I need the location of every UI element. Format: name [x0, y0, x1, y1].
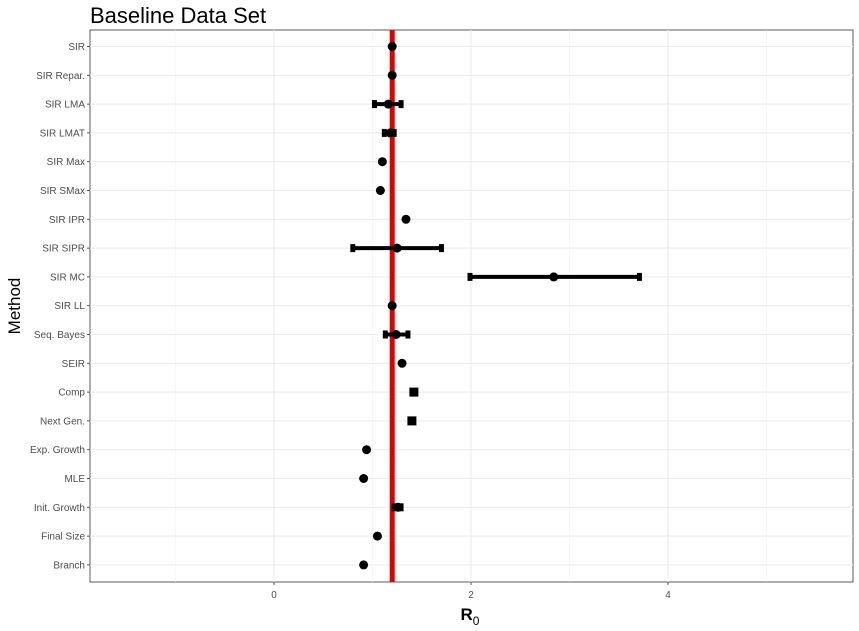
data-point: [401, 214, 411, 224]
marks: [350, 42, 642, 570]
y-tick-label: SIR MC: [50, 272, 85, 283]
x-axis-title-subscript: 0: [473, 614, 480, 628]
x-axis-title: R0: [461, 605, 480, 628]
y-tick-label: SIR LMA: [45, 100, 85, 111]
x-tick-label: 2: [468, 590, 474, 601]
data-point: [391, 330, 401, 339]
data-point: [372, 531, 382, 541]
data-point: [393, 502, 403, 512]
y-tick-label: SIR: [68, 42, 85, 53]
data-point: [387, 70, 397, 80]
y-tick-label: Next Gen.: [40, 416, 85, 427]
y-tick-label: SIR SMax: [40, 186, 85, 197]
y-tick-label: Exp. Growth: [30, 445, 85, 456]
data-point-square: [409, 387, 419, 397]
data-point: [359, 474, 369, 483]
data-point: [377, 157, 387, 167]
data-point: [387, 42, 397, 51]
data-point: [359, 560, 369, 570]
chart-title: Baseline Data Set: [90, 3, 266, 28]
x-tick-label: 4: [665, 590, 671, 601]
data-point: [375, 186, 385, 195]
data-point: [397, 358, 407, 368]
y-tick-label: Seq. Bayes: [34, 330, 85, 341]
y-tick-label: Branch: [53, 560, 85, 571]
data-point: [549, 272, 559, 282]
y-tick-label: SEIR: [62, 359, 85, 370]
y-tick-label: Final Size: [41, 532, 85, 543]
x-tick-label: 0: [271, 590, 277, 601]
y-tick-label: SIR LL: [54, 301, 85, 312]
data-point: [387, 301, 397, 311]
y-tick-label: Init. Growth: [34, 503, 85, 514]
y-tick-label: SIR SIPR: [42, 244, 85, 255]
y-tick-label: SIR Max: [47, 157, 85, 168]
data-point: [383, 99, 393, 109]
y-tick-label: SIR Repar.: [36, 71, 85, 82]
data-point: [385, 128, 395, 138]
data-point-square: [407, 416, 417, 426]
y-tick-label: SIR IPR: [49, 215, 85, 226]
y-tick-labels: SIR SIR Repar. SIR LMA SIR LMAT SIR Max SIR S…: [30, 42, 90, 571]
y-tick-label: Comp: [58, 388, 85, 399]
grid: [90, 30, 853, 582]
y-tick-label: MLE: [64, 474, 85, 485]
x-tick-labels: 0 2 4: [271, 582, 671, 601]
y-axis-title: Method: [5, 278, 24, 335]
y-tick-label: SIR LMAT: [40, 128, 85, 139]
data-point: [392, 243, 402, 253]
data-point: [362, 445, 372, 455]
x-axis-title-main: R: [461, 605, 473, 624]
